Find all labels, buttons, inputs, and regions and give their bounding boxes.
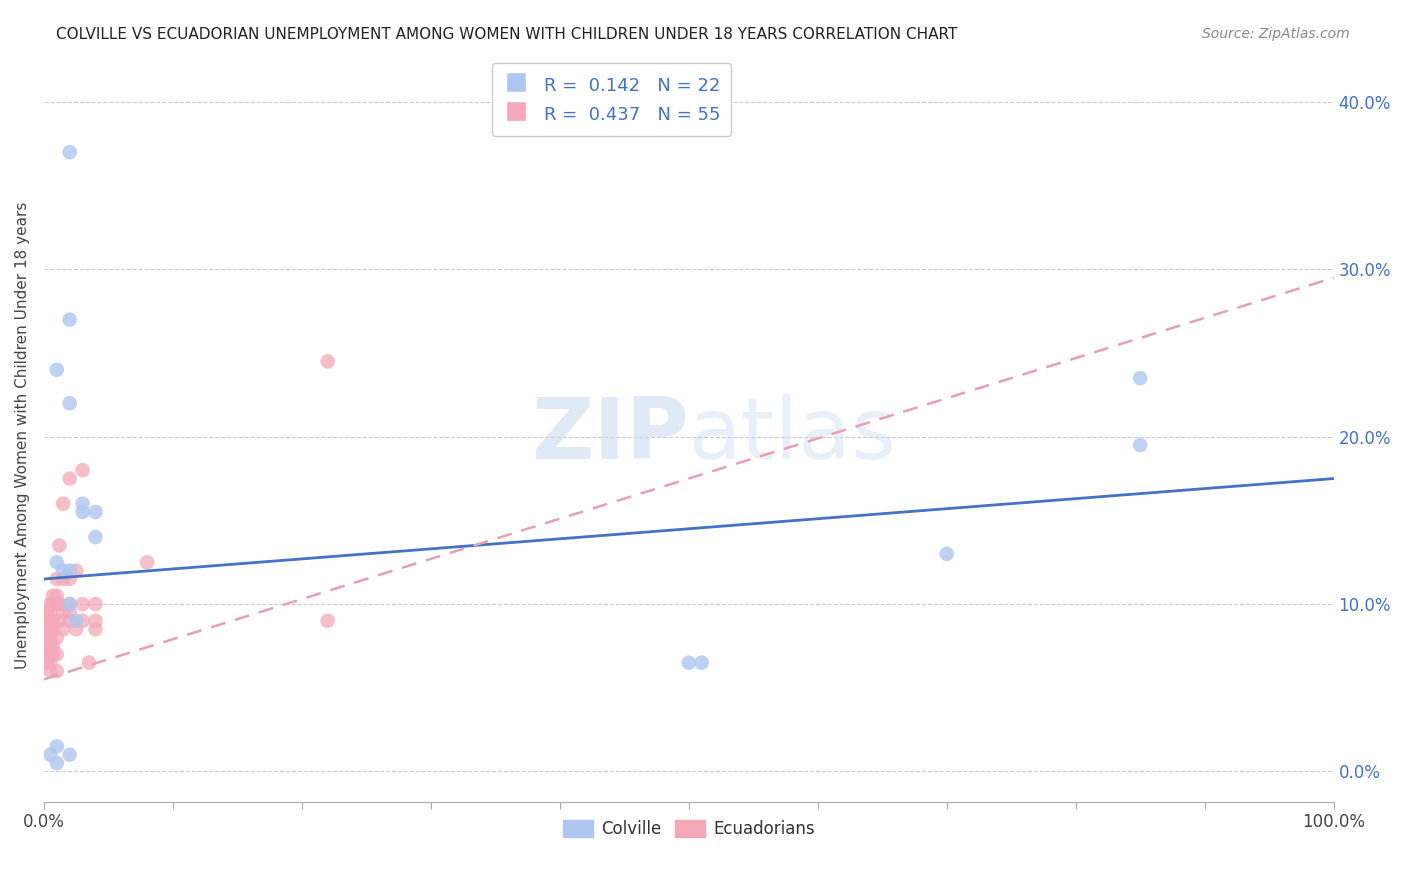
Point (39, 648, 62, 662)
Point (316, 354, 339, 368)
Point (42, 639, 65, 653)
Point (39, 622, 62, 636)
Point (37, 614, 59, 628)
Point (37, 656, 59, 670)
Point (42, 622, 65, 636)
Point (42, 648, 65, 662)
Point (37, 648, 59, 662)
Point (59, 572, 82, 586)
Point (39, 606, 62, 620)
Point (59, 564, 82, 578)
Point (52, 606, 75, 620)
Text: COLVILLE VS ECUADORIAN UNEMPLOYMENT AMONG WOMEN WITH CHILDREN UNDER 18 YEARS COR: COLVILLE VS ECUADORIAN UNEMPLOYMENT AMON… (56, 27, 957, 42)
Point (935, 547, 957, 561)
Point (72, 497, 94, 511)
Point (39, 614, 62, 628)
Point (39, 664, 62, 678)
Text: ZIP: ZIP (531, 393, 689, 476)
Point (59, 597, 82, 611)
Point (59, 597, 82, 611)
Point (45, 597, 67, 611)
Point (84, 505, 107, 519)
Point (72, 505, 94, 519)
Point (72, 463, 94, 477)
Point (65, 614, 87, 628)
Point (45, 739, 67, 754)
Point (39, 656, 62, 670)
Point (52, 622, 75, 636)
Text: atlas: atlas (689, 393, 897, 476)
Point (45, 631, 67, 645)
Point (37, 617, 59, 632)
Point (37, 639, 59, 653)
Point (72, 614, 94, 628)
Point (84, 597, 107, 611)
Point (59, 396, 82, 410)
Point (1129, 371, 1152, 385)
Point (45, 664, 67, 678)
Point (65, 564, 87, 578)
Point (136, 555, 159, 569)
Point (84, 530, 107, 544)
Point (37, 627, 59, 641)
Point (42, 614, 65, 628)
Point (37, 606, 59, 620)
Point (316, 614, 339, 628)
Point (59, 145, 82, 160)
Point (37, 639, 59, 653)
Point (59, 312, 82, 326)
Point (39, 747, 62, 762)
Point (52, 497, 75, 511)
Point (45, 648, 67, 662)
Point (1129, 438, 1152, 452)
Point (39, 631, 62, 645)
Point (52, 564, 75, 578)
Point (72, 597, 94, 611)
Point (59, 606, 82, 620)
Point (37, 631, 59, 645)
Point (84, 614, 107, 628)
Point (59, 472, 82, 486)
Point (45, 572, 67, 586)
Text: Source: ZipAtlas.com: Source: ZipAtlas.com (1202, 27, 1350, 41)
Point (52, 572, 75, 586)
Point (39, 639, 62, 653)
Point (39, 597, 62, 611)
Point (45, 363, 67, 377)
Legend: Colville, Ecuadorians: Colville, Ecuadorians (557, 813, 821, 845)
Point (59, 747, 82, 762)
Point (42, 589, 65, 603)
Point (45, 555, 67, 569)
Point (59, 614, 82, 628)
Point (77, 656, 100, 670)
Point (48, 614, 70, 628)
Point (37, 622, 59, 636)
Point (84, 622, 107, 636)
Y-axis label: Unemployment Among Women with Children Under 18 years: Unemployment Among Women with Children U… (15, 202, 30, 669)
Point (690, 656, 713, 670)
Point (42, 597, 65, 611)
Point (678, 656, 700, 670)
Point (45, 756, 67, 770)
Point (48, 597, 70, 611)
Point (48, 539, 70, 553)
Point (65, 622, 87, 636)
Point (45, 589, 67, 603)
